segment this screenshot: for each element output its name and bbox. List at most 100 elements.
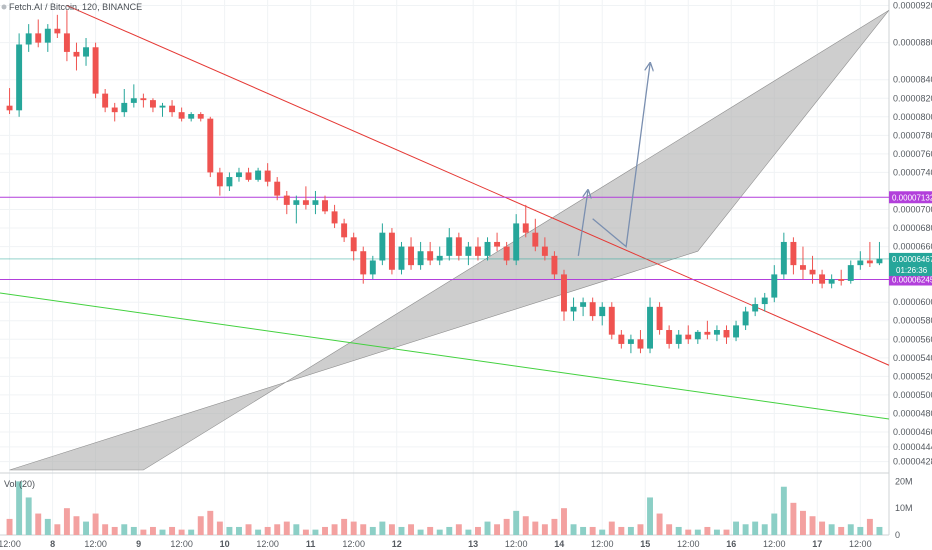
time-tick-label: 12:00 [591,539,614,549]
candle-body [360,251,367,275]
volume-bar [752,521,759,535]
candles [6,10,883,354]
volume-bar [570,524,577,535]
time-tick-label: 16 [726,539,736,549]
time-axis[interactable]: 12:00 8 12:00 9 12:00 10 12:00 11 12:00 12 13 12:00… [0,539,872,549]
candle-body [350,237,357,252]
candle-body [790,241,797,266]
volume-bar [580,526,587,535]
candle-body [169,105,176,113]
time-tick-label: 12:00 [505,539,528,549]
price-tick-label: 0.00007800 [893,130,932,140]
last-price-tag [889,252,932,276]
candle-body [857,260,864,266]
price-tick-label: 0.00008400 [893,75,932,85]
volume-tick-label: 20M [895,476,913,486]
symbol-title[interactable]: Fetch.AI / Bitcoin, 120, BINANCE [9,2,142,12]
candle-body [474,246,481,256]
volume-bar [197,516,204,535]
price-tick-label: 0.00004600 [893,427,932,437]
time-tick-label: 12:00 [677,539,700,549]
candle-body [551,255,558,275]
candle-body [809,269,816,275]
volume-bar [350,521,357,535]
price-tick-label: 0.00005600 [893,334,932,344]
volume-bar [790,502,797,535]
candle-body [73,51,80,57]
candle-body [35,33,42,43]
volume-bar [322,526,328,535]
time-tick-label: 12:00 [849,539,872,549]
volume-bar [417,529,424,535]
volume-bar [216,521,223,535]
volume-bar [465,529,472,535]
volume-bar [656,513,663,535]
time-tick-label: 12:00 [256,539,279,549]
volume-bar [226,526,233,535]
candle-body [302,200,309,205]
time-tick-label: 10 [220,539,230,549]
time-tick-label: 12:00 [84,539,107,549]
price-tick-label: 0.00004440 [893,442,932,452]
volume-bar [35,513,42,535]
volume-bar [178,529,185,535]
candle-body [455,237,462,256]
candle-body [608,306,615,335]
candle-body [561,274,567,312]
volume-bar [733,521,740,535]
volume-tick-label: 10M [895,503,913,513]
candle-body [570,306,577,312]
price-tick-label: 0.00007400 [893,167,932,177]
chart-header: Fetch.AI / Bitcoin, 120, BINANCE Vol (20… [1,2,142,489]
candle-body [866,260,873,264]
price-axis[interactable]: 0.00004280 0.00004440 0.00004600 0.00004800… [893,1,932,540]
volume-label[interactable]: Vol (20) [4,479,35,489]
horizontal-levels [0,196,889,280]
candle-body [121,102,128,113]
time-tick-label: 13 [468,539,478,549]
candle-body [159,105,166,108]
volume-bar [599,529,606,535]
time-tick-label: 12:00 [763,539,786,549]
candle-body [771,274,778,298]
volume-bar [293,524,300,535]
volume-bar [666,524,673,535]
candle-body [532,232,539,247]
candle-body [283,195,290,205]
volume-bar [6,518,13,535]
volume-bar [541,524,548,535]
candle-body [16,44,23,111]
volume-bar [694,529,701,535]
volume-bar [169,526,176,535]
candle-body [6,105,13,111]
volume-bar [455,524,462,535]
candle-body [465,246,472,256]
candle-body [436,255,443,261]
volume-bar [513,510,520,535]
volume-bar [102,524,109,535]
volume-bar [627,526,634,535]
volume-bar [742,524,749,535]
candle-body [876,258,883,264]
volume-bar [522,516,529,535]
volume-bar [149,526,156,535]
volume-bar [302,529,309,535]
candle-body [675,334,682,344]
time-tick-label: 14 [554,539,564,549]
volume-bar [589,526,596,535]
volume-bar [188,529,195,535]
volume-bar [398,526,405,535]
symbol-name: Fetch.AI / Bitcoin [9,2,77,12]
price-tick-label: 0.00009200 [893,1,932,11]
price-tick-label: 0.00006600 [893,242,932,252]
volume-bar [388,524,395,535]
volume-bar [675,526,682,535]
candle-body [733,325,740,338]
candle-body [752,304,759,312]
candle-body [723,330,730,338]
candle-body [618,334,625,344]
time-tick-label: 11 [306,539,316,549]
volume-bar [54,524,61,535]
volume-bar [408,524,415,535]
